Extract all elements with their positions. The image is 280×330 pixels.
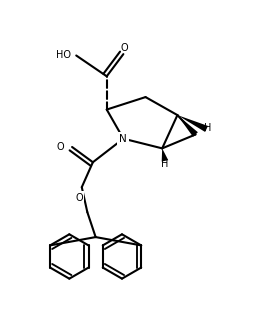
Text: N: N — [120, 134, 127, 144]
Text: HO: HO — [56, 50, 71, 60]
Polygon shape — [178, 115, 208, 132]
Text: H: H — [161, 159, 169, 169]
Polygon shape — [162, 148, 168, 162]
Text: O: O — [121, 43, 129, 53]
Text: H: H — [204, 122, 212, 133]
Text: O: O — [56, 142, 64, 152]
Polygon shape — [178, 115, 198, 137]
Text: O: O — [75, 193, 83, 203]
